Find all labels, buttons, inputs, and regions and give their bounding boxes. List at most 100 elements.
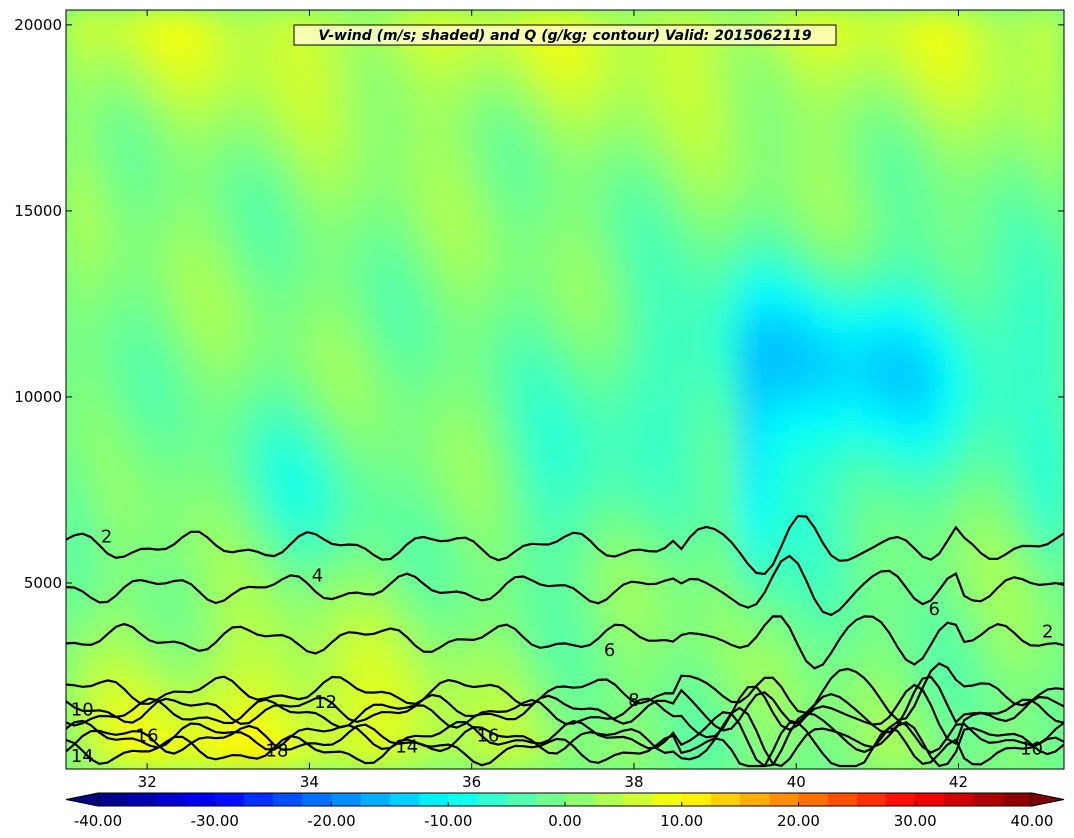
v-wind-cell xyxy=(838,478,865,502)
v-wind-cell xyxy=(389,322,416,346)
v-wind-cell xyxy=(339,188,366,212)
v-wind-cell xyxy=(639,612,666,636)
v-wind-cell xyxy=(988,121,1015,145)
colorbar-segment xyxy=(273,793,303,806)
v-wind-cell xyxy=(414,679,441,703)
v-wind-cell xyxy=(439,232,466,257)
v-wind-cell xyxy=(664,411,691,435)
v-wind-cell xyxy=(339,746,366,769)
v-wind-cell xyxy=(140,567,167,591)
v-wind-cell xyxy=(764,121,791,145)
v-wind-cell xyxy=(165,299,192,324)
v-wind-cell xyxy=(938,478,965,502)
v-wind-cell xyxy=(564,210,591,234)
v-wind-cell xyxy=(614,478,641,502)
v-wind-cell xyxy=(464,679,491,703)
v-wind-cell xyxy=(938,679,965,703)
v-wind-cell xyxy=(464,322,491,346)
v-wind-cell xyxy=(963,522,990,547)
v-wind-cell xyxy=(165,344,192,368)
v-wind-cell xyxy=(339,545,366,569)
v-wind-cell xyxy=(215,322,242,346)
v-wind-cell xyxy=(1038,210,1064,234)
v-wind-cell xyxy=(714,188,741,212)
contour-label: 2 xyxy=(101,526,112,547)
v-wind-cell xyxy=(913,500,940,524)
v-wind-cell xyxy=(339,612,366,636)
v-wind-cell xyxy=(589,679,616,703)
v-wind-cell xyxy=(764,567,791,591)
v-wind-cell xyxy=(564,545,591,569)
v-wind-cell xyxy=(66,121,92,145)
v-wind-cell xyxy=(1038,500,1064,524)
colorbar-segment xyxy=(506,793,537,806)
v-wind-cell xyxy=(489,121,516,145)
v-wind-cell xyxy=(90,210,117,234)
v-wind-cell xyxy=(564,567,591,591)
v-wind-cell xyxy=(564,411,591,435)
v-wind-cell xyxy=(739,322,766,346)
v-wind-cell xyxy=(315,322,341,346)
v-wind-cell xyxy=(789,389,815,413)
v-wind-cell xyxy=(639,98,666,123)
v-wind-cell xyxy=(539,545,566,569)
v-wind-cell xyxy=(539,322,566,346)
v-wind-cell xyxy=(66,656,92,681)
v-wind-cell xyxy=(140,76,167,100)
v-wind-cell xyxy=(514,634,541,658)
v-wind-cell xyxy=(514,98,541,123)
v-wind-cell xyxy=(165,455,192,480)
v-wind-cell xyxy=(863,121,890,145)
v-wind-cell xyxy=(464,54,491,78)
colorbar-segment xyxy=(302,793,333,806)
v-wind-cell xyxy=(963,143,990,167)
v-wind-cell xyxy=(215,31,242,56)
v-wind-cell xyxy=(514,433,541,457)
v-wind-cell xyxy=(190,210,217,234)
v-wind-cell xyxy=(439,277,466,301)
v-wind-cell xyxy=(614,232,641,257)
v-wind-cell xyxy=(389,656,416,681)
v-wind-cell xyxy=(414,299,441,324)
v-wind-cell xyxy=(664,277,691,301)
v-wind-cell xyxy=(165,433,192,457)
v-wind-cell xyxy=(739,634,766,658)
v-wind-cell xyxy=(988,165,1015,190)
v-wind-cell xyxy=(115,299,142,324)
contour-line xyxy=(66,706,1064,768)
v-wind-cell xyxy=(190,656,217,681)
v-wind-cell xyxy=(714,500,741,524)
v-wind-cell xyxy=(464,545,491,569)
v-wind-cell xyxy=(190,389,217,413)
v-wind-cell xyxy=(464,656,491,681)
v-wind-cell xyxy=(290,746,316,769)
v-wind-cell xyxy=(364,188,391,212)
v-wind-cell xyxy=(789,433,815,457)
v-wind-cell xyxy=(315,344,341,368)
v-wind-cell xyxy=(90,411,117,435)
v-wind-cell xyxy=(165,232,192,257)
v-wind-cell xyxy=(963,612,990,636)
v-wind-cell xyxy=(888,455,915,480)
v-wind-cell xyxy=(439,344,466,368)
v-wind-cell xyxy=(339,98,366,123)
v-wind-cell xyxy=(1038,656,1064,681)
v-wind-cell xyxy=(140,455,167,480)
v-wind-cell xyxy=(913,10,940,33)
v-wind-cell xyxy=(115,210,142,234)
v-wind-cell xyxy=(514,277,541,301)
v-wind-cell xyxy=(414,589,441,614)
v-wind-cell xyxy=(888,76,915,100)
v-wind-cell xyxy=(639,433,666,457)
v-wind-cell xyxy=(1013,433,1040,457)
v-wind-cell xyxy=(290,634,316,658)
v-wind-cell xyxy=(240,500,267,524)
v-wind-cell xyxy=(514,656,541,681)
v-wind-cell xyxy=(963,366,990,390)
v-wind-cell xyxy=(789,522,815,547)
v-wind-cell xyxy=(1038,299,1064,324)
v-wind-cell xyxy=(265,567,292,591)
colorbar-segment xyxy=(886,793,916,806)
v-wind-cell xyxy=(614,634,641,658)
v-wind-cell xyxy=(290,500,316,524)
